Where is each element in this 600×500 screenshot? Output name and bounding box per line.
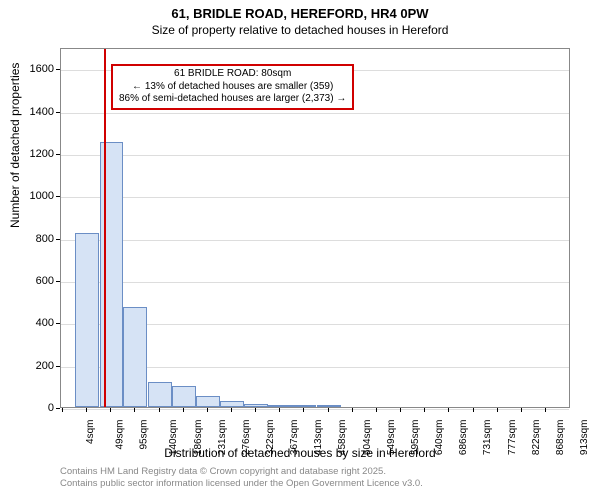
- x-tick-mark: [231, 408, 232, 412]
- y-tick-mark: [56, 196, 60, 197]
- y-tick-label: 800: [36, 233, 54, 245]
- x-tick-label: 186sqm: [193, 420, 204, 456]
- y-tick-label: 1400: [30, 106, 54, 118]
- x-tick-mark: [207, 408, 208, 412]
- x-tick-mark: [424, 408, 425, 412]
- x-tick-mark: [62, 408, 63, 412]
- histogram-bar: [220, 401, 244, 407]
- y-tick-mark: [56, 323, 60, 324]
- x-tick-label: 458sqm: [337, 420, 348, 456]
- x-tick-label: 4sqm: [85, 420, 96, 444]
- y-tick-mark: [56, 69, 60, 70]
- y-tick-label: 600: [36, 275, 54, 287]
- chart-area: 61 BRIDLE ROAD: 80sqm← 13% of detached h…: [60, 48, 570, 408]
- y-tick-label: 200: [36, 360, 54, 372]
- x-tick-label: 95sqm: [139, 420, 150, 450]
- y-axis-label: Number of detached properties: [8, 63, 22, 228]
- footnote-line-1: Contains HM Land Registry data © Crown c…: [60, 466, 386, 477]
- x-tick-mark: [473, 408, 474, 412]
- y-tick-mark: [56, 408, 60, 409]
- histogram-bar: [148, 382, 172, 407]
- x-tick-mark: [545, 408, 546, 412]
- histogram-bar: [317, 405, 341, 407]
- x-tick-label: 595sqm: [410, 420, 421, 456]
- x-tick-mark: [134, 408, 135, 412]
- annotation-line: 61 BRIDLE ROAD: 80sqm: [119, 68, 346, 81]
- gridline: [61, 240, 569, 241]
- x-tick-label: 367sqm: [289, 420, 300, 456]
- footnote-line-2: Contains public sector information licen…: [60, 478, 423, 489]
- gridline: [61, 282, 569, 283]
- x-tick-label: 49sqm: [115, 420, 126, 450]
- y-tick-label: 400: [36, 317, 54, 329]
- y-tick-label: 0: [48, 402, 54, 414]
- gridline: [61, 197, 569, 198]
- histogram-bar: [244, 404, 268, 407]
- chart-subtitle: Size of property relative to detached ho…: [0, 23, 600, 37]
- x-tick-label: 868sqm: [555, 420, 566, 456]
- x-tick-label: 822sqm: [531, 420, 542, 456]
- y-tick-label: 1200: [30, 148, 54, 160]
- x-tick-label: 549sqm: [386, 420, 397, 456]
- y-tick-mark: [56, 239, 60, 240]
- annotation-line: ← 13% of detached houses are smaller (35…: [119, 81, 346, 94]
- y-tick-label: 1600: [30, 63, 54, 75]
- x-tick-label: 322sqm: [265, 420, 276, 456]
- y-tick-mark: [56, 154, 60, 155]
- histogram-bar: [292, 405, 316, 407]
- marker-line: [104, 49, 106, 407]
- histogram-bar: [196, 396, 220, 407]
- x-tick-mark: [183, 408, 184, 412]
- x-tick-label: 913sqm: [579, 420, 590, 456]
- gridline: [61, 155, 569, 156]
- x-tick-label: 504sqm: [362, 420, 373, 456]
- x-tick-label: 231sqm: [217, 420, 228, 456]
- x-tick-mark: [521, 408, 522, 412]
- x-tick-mark: [352, 408, 353, 412]
- x-tick-label: 276sqm: [241, 420, 252, 456]
- x-tick-label: 413sqm: [313, 420, 324, 456]
- x-tick-mark: [328, 408, 329, 412]
- annotation-line: 86% of semi-detached houses are larger (…: [119, 93, 346, 106]
- y-tick-label: 1000: [30, 190, 54, 202]
- y-tick-mark: [56, 281, 60, 282]
- x-tick-mark: [110, 408, 111, 412]
- annotation-box: 61 BRIDLE ROAD: 80sqm← 13% of detached h…: [111, 64, 354, 110]
- gridline: [61, 409, 569, 410]
- x-tick-label: 686sqm: [459, 420, 470, 456]
- x-tick-mark: [159, 408, 160, 412]
- histogram-bar: [268, 405, 292, 407]
- x-tick-label: 731sqm: [482, 420, 493, 456]
- x-tick-mark: [255, 408, 256, 412]
- x-tick-mark: [400, 408, 401, 412]
- y-tick-mark: [56, 112, 60, 113]
- title-block: 61, BRIDLE ROAD, HEREFORD, HR4 0PW Size …: [0, 0, 600, 37]
- x-tick-mark: [497, 408, 498, 412]
- x-tick-mark: [303, 408, 304, 412]
- x-tick-label: 777sqm: [507, 420, 518, 456]
- gridline: [61, 113, 569, 114]
- x-tick-mark: [86, 408, 87, 412]
- chart-title: 61, BRIDLE ROAD, HEREFORD, HR4 0PW: [0, 6, 600, 21]
- x-tick-mark: [376, 408, 377, 412]
- y-tick-mark: [56, 366, 60, 367]
- histogram-bar: [123, 307, 147, 407]
- x-tick-mark: [279, 408, 280, 412]
- histogram-bar: [75, 233, 99, 407]
- x-tick-label: 640sqm: [434, 420, 445, 456]
- x-tick-label: 140sqm: [168, 420, 179, 456]
- x-tick-mark: [448, 408, 449, 412]
- histogram-bar: [172, 386, 196, 407]
